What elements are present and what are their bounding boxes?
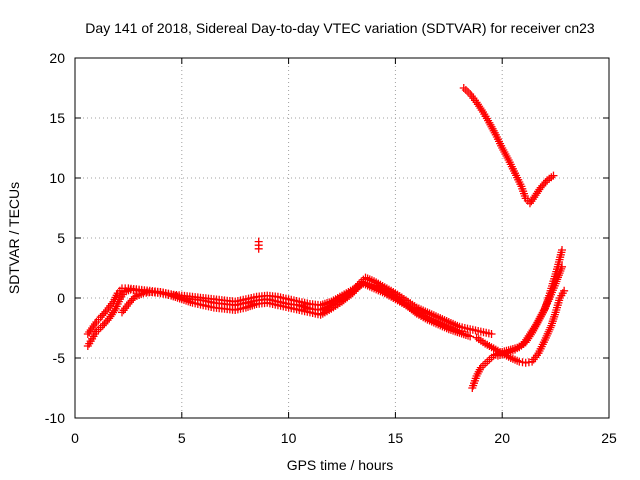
data-point [558, 246, 567, 254]
data-point-interp [461, 86, 470, 94]
y-tick-label: 10 [49, 170, 65, 186]
axis-ticks [74, 57, 610, 419]
x-tick-label: 5 [178, 430, 186, 446]
data-point-interp [490, 128, 499, 137]
x-tick-label: 0 [71, 430, 79, 446]
y-axis-title: SDTVAR / TECUs [6, 182, 22, 294]
x-tick-label: 25 [601, 430, 617, 446]
data-point [459, 84, 468, 92]
x-tick-label: 15 [388, 430, 404, 446]
y-tick-label: 0 [57, 290, 65, 306]
data-point-interp [541, 178, 550, 187]
data-point [466, 332, 475, 341]
tick-labels: 0 5 10 15 20 25 -10 -5 0 5 10 15 20 [45, 50, 617, 446]
x-tick-label: 10 [281, 430, 297, 446]
x-axis-title: GPS time / hours [287, 457, 394, 473]
data-point-interp [90, 320, 99, 328]
data-point-interp [537, 310, 546, 319]
data-points [83, 84, 569, 392]
data-point-interp [94, 325, 103, 334]
y-tick-label: 20 [49, 50, 65, 66]
data-point-interp [464, 88, 473, 96]
data-point-interp [96, 323, 105, 332]
data-point [558, 262, 567, 271]
data-point-interp [481, 359, 490, 368]
data-point-interp [485, 355, 494, 364]
data-point [560, 286, 569, 295]
data-point-interp [110, 306, 119, 315]
data-point [483, 357, 492, 366]
y-tick-label: -5 [53, 350, 66, 366]
data-point-interp [503, 154, 512, 162]
data-point [549, 171, 558, 180]
data-point [254, 244, 263, 253]
y-tick-label: -10 [45, 410, 65, 426]
data-point [487, 330, 496, 338]
x-tick-label: 20 [494, 430, 510, 446]
data-point [455, 327, 464, 336]
data-point-interp [477, 106, 486, 115]
y-tick-label: 5 [57, 230, 65, 246]
y-tick-label: 15 [49, 110, 65, 126]
chart-title: Day 141 of 2018, Sidereal Day-to-day VTE… [85, 20, 595, 36]
